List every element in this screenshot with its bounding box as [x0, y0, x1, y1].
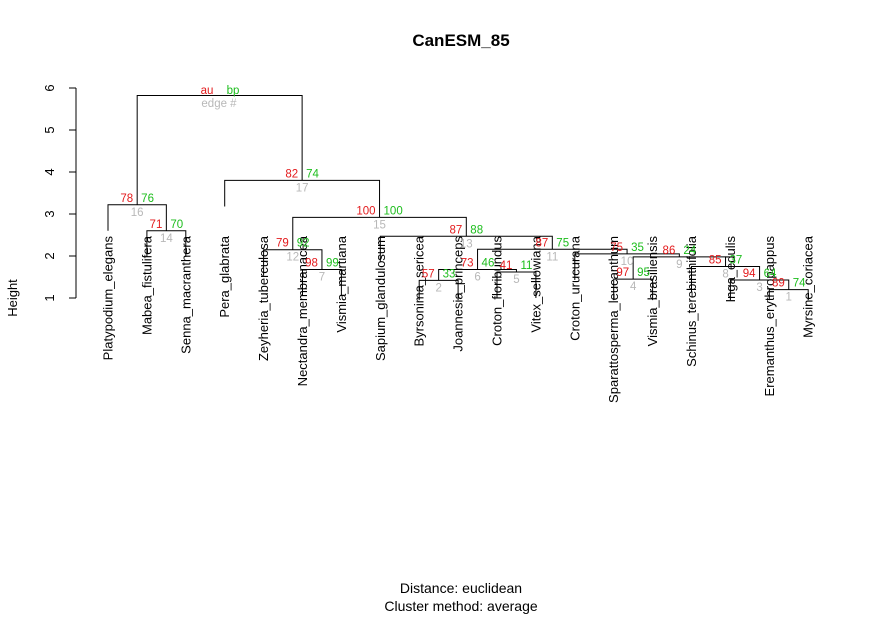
leaf-label: Byrsonima_sericea	[412, 235, 427, 346]
edge-label: 11	[546, 251, 558, 263]
edge-label: 16	[131, 207, 144, 219]
chart-title: CanESM_85	[412, 31, 509, 50]
leaf-label: Pera_glabrata	[217, 235, 232, 317]
edge-label: 14	[160, 233, 173, 245]
leaf-label: Senna_macranthera	[178, 235, 193, 354]
y-tick-label: 1	[42, 294, 57, 301]
leaf-label: Myrsine_coriacea	[801, 235, 816, 338]
au-label: 87	[450, 224, 463, 236]
y-axis-label: Height	[5, 279, 20, 317]
leaf-label: Schinus_terebinthifolia	[684, 235, 699, 367]
legend-bp: bp	[227, 85, 240, 97]
leaf-label: Sparattosperma_leucanthum	[606, 236, 621, 403]
au-label: 57	[422, 268, 435, 280]
leaf-label: Mabea_fistulifera	[139, 235, 154, 335]
au-label: 89	[772, 278, 785, 290]
edge-label: 4	[630, 281, 637, 293]
leaf-label: Croton_floribundus	[490, 236, 505, 346]
edge-label: 5	[513, 274, 519, 286]
edge-label: 10	[621, 256, 634, 268]
branch-edge-18	[136, 95, 303, 205]
bp-label: 35	[631, 242, 644, 254]
au-label: 79	[276, 238, 289, 250]
leaf-label: Eremanthus_erythropappus	[762, 236, 777, 397]
y-tick-label: 3	[42, 210, 57, 217]
leaf-label: Platypodium_elegans	[101, 236, 116, 361]
bp-label: 92	[297, 238, 310, 250]
au-label: 75	[610, 242, 623, 254]
bp-label: 88	[470, 224, 483, 236]
edge-label: 1	[786, 292, 792, 304]
au-label: 87	[536, 237, 549, 249]
bp-label: 70	[170, 219, 183, 231]
edge-label: 15	[373, 219, 386, 231]
bp-label: 74	[306, 168, 319, 180]
au-label: 41	[500, 260, 513, 272]
au-label: 73	[461, 257, 474, 269]
leaf-label: Zeyheria_tuberculosa	[256, 235, 271, 361]
bp-label: 64	[764, 268, 777, 280]
footer-method: Cluster method: average	[384, 598, 538, 614]
bp-label: 37	[730, 255, 743, 267]
leaf-label: Inga_edulis	[723, 236, 738, 303]
bp-label: 24	[683, 245, 696, 257]
edge-label: 12	[286, 252, 299, 264]
leaf-label: Joannesia_princeps	[451, 236, 466, 352]
leaf-label: Nectandra_membranacea	[295, 235, 310, 386]
y-tick-label: 2	[42, 252, 57, 259]
edge-label: 3	[756, 282, 762, 294]
bp-label: 95	[637, 267, 650, 279]
au-label: 82	[285, 168, 298, 180]
au-label: 78	[120, 193, 133, 205]
edge-label: 17	[296, 182, 309, 194]
bp-label: 99	[326, 257, 339, 269]
leaf-label: Sapium_glandulosum	[373, 236, 388, 361]
dendrogram-branches	[107, 95, 809, 301]
edge-label: 2	[435, 282, 441, 294]
legend-edge: edge #	[201, 98, 237, 110]
y-axis: 1 2 3 4 5 6	[42, 84, 77, 302]
bp-label: 75	[556, 237, 569, 249]
leaf-label: Vismia_martiana	[334, 235, 349, 332]
bp-label: 11	[520, 260, 532, 272]
y-tick-label: 6	[42, 84, 57, 91]
au-label: 94	[743, 268, 756, 280]
edge-label: 8	[722, 269, 728, 281]
legend-au: au	[201, 85, 214, 97]
au-label: 71	[150, 219, 163, 231]
au-label: 97	[616, 267, 629, 279]
leaf-label: Vismia_brasiliensis	[645, 236, 660, 347]
au-label: 98	[305, 257, 318, 269]
au-label: 100	[356, 205, 375, 217]
leaf-labels: Platypodium_elegans Mabea_fistulifera Senn…	[101, 235, 816, 403]
leaf-label: Vitex_sellowiana	[528, 235, 543, 332]
bp-label: 76	[141, 193, 154, 205]
bp-label: 33	[443, 268, 456, 280]
leaf-label: Croton_urucurana	[567, 235, 582, 341]
edge-label: 9	[676, 259, 682, 271]
edge-label: 6	[474, 271, 480, 283]
footer-distance: Distance: euclidean	[400, 580, 522, 596]
au-label: 86	[663, 245, 676, 257]
bp-label: 46	[482, 257, 495, 269]
au-label: 85	[709, 255, 722, 267]
bp-label: 74	[793, 278, 806, 290]
bp-label: 100	[384, 205, 403, 217]
y-tick-label: 5	[42, 126, 57, 133]
edge-label: 13	[460, 238, 473, 250]
y-tick-label: 4	[42, 168, 57, 175]
edge-label: 7	[319, 271, 325, 283]
